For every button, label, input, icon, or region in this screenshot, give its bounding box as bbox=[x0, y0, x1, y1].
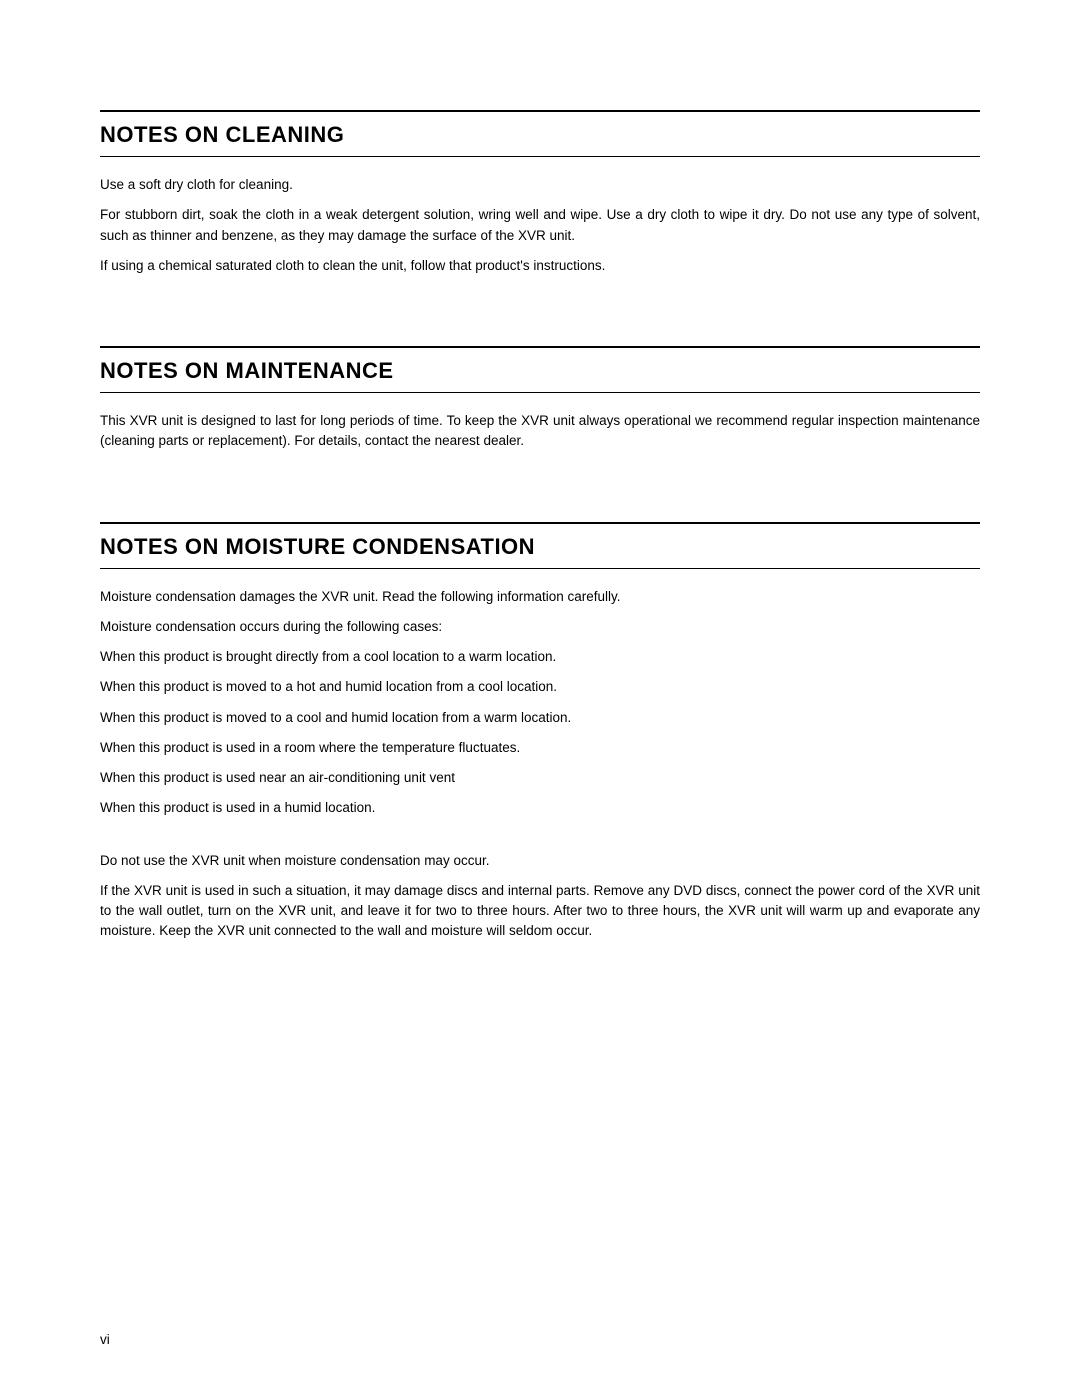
section-cleaning: NOTES ON CLEANING Use a soft dry cloth f… bbox=[100, 110, 980, 276]
section-maintenance: NOTES ON MAINTENANCE This XVR unit is de… bbox=[100, 346, 980, 452]
paragraph: When this product is moved to a hot and … bbox=[100, 677, 980, 697]
page-content: NOTES ON CLEANING Use a soft dry cloth f… bbox=[100, 110, 980, 942]
paragraph: Moisture condensation damages the XVR un… bbox=[100, 587, 980, 607]
paragraph: Do not use the XVR unit when moisture co… bbox=[100, 851, 980, 871]
section-body: Moisture condensation damages the XVR un… bbox=[100, 587, 980, 942]
section-header: NOTES ON MAINTENANCE bbox=[100, 346, 980, 393]
section-title: NOTES ON MAINTENANCE bbox=[100, 358, 980, 384]
section-title: NOTES ON MOISTURE CONDENSATION bbox=[100, 534, 980, 560]
paragraph: When this product is used in a room wher… bbox=[100, 738, 980, 758]
paragraph: Moisture condensation occurs during the … bbox=[100, 617, 980, 637]
section-body: Use a soft dry cloth for cleaning. For s… bbox=[100, 175, 980, 276]
section-header: NOTES ON MOISTURE CONDENSATION bbox=[100, 522, 980, 569]
section-body: This XVR unit is designed to last for lo… bbox=[100, 411, 980, 452]
section-header: NOTES ON CLEANING bbox=[100, 110, 980, 157]
spacer bbox=[100, 829, 980, 851]
paragraph: For stubborn dirt, soak the cloth in a w… bbox=[100, 205, 980, 246]
paragraph: When this product is brought directly fr… bbox=[100, 647, 980, 667]
paragraph: Use a soft dry cloth for cleaning. bbox=[100, 175, 980, 195]
paragraph: This XVR unit is designed to last for lo… bbox=[100, 411, 980, 452]
paragraph: When this product is moved to a cool and… bbox=[100, 708, 980, 728]
paragraph: When this product is used in a humid loc… bbox=[100, 798, 980, 818]
paragraph: If using a chemical saturated cloth to c… bbox=[100, 256, 980, 276]
paragraph: When this product is used near an air-co… bbox=[100, 768, 980, 788]
section-title: NOTES ON CLEANING bbox=[100, 122, 980, 148]
section-moisture: NOTES ON MOISTURE CONDENSATION Moisture … bbox=[100, 522, 980, 942]
page-number: vi bbox=[100, 1332, 110, 1347]
paragraph: If the XVR unit is used in such a situat… bbox=[100, 881, 980, 942]
